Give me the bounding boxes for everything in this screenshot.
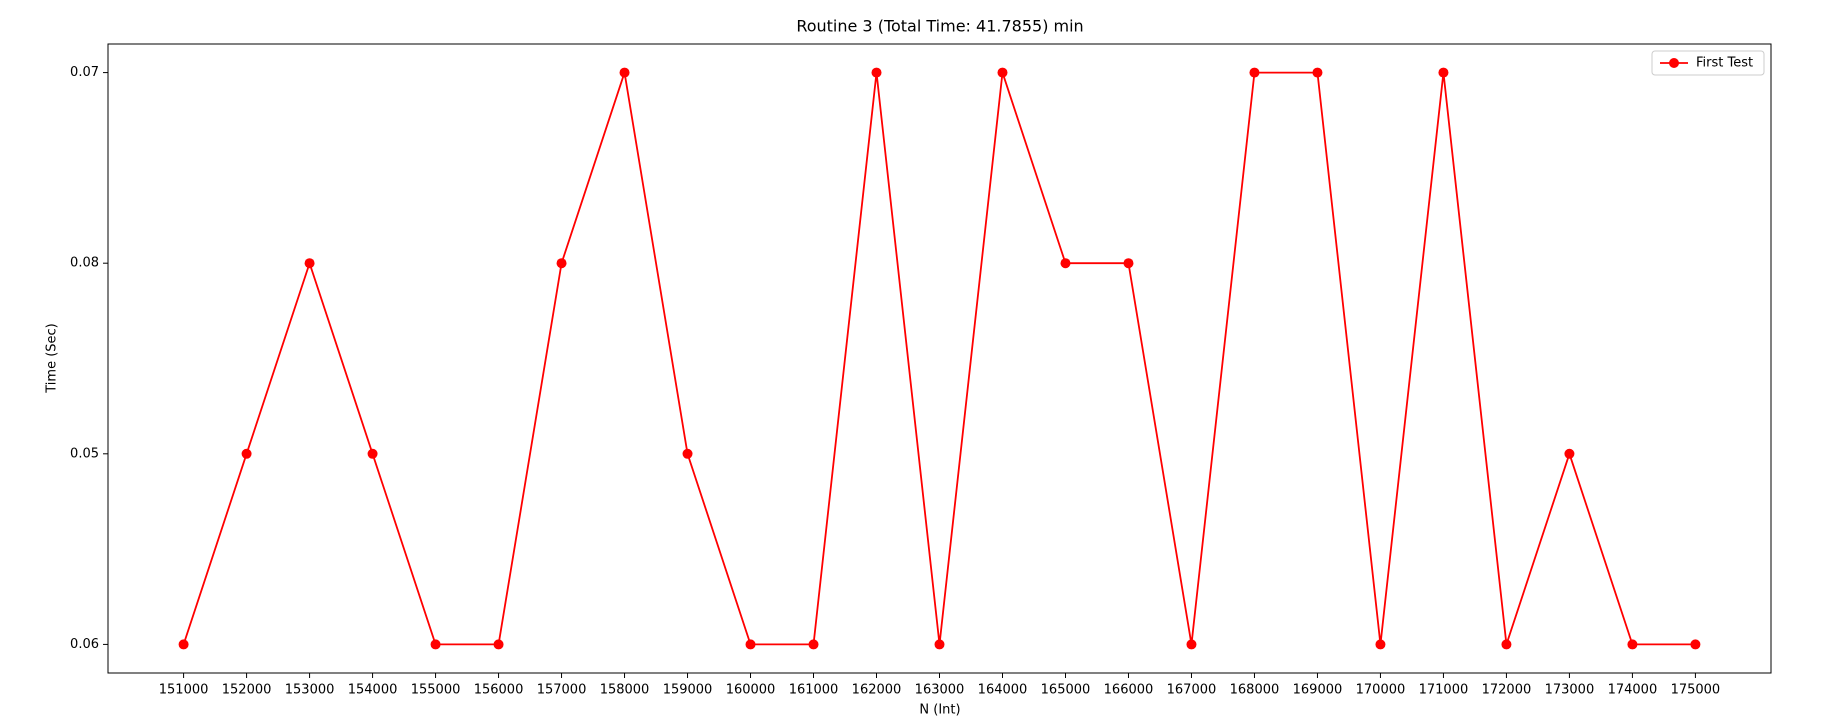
- data-point: [1627, 639, 1638, 650]
- y-axis-label: Time (Sec): [45, 323, 60, 394]
- x-tick-label: 158000: [600, 683, 650, 698]
- legend-label: First Test: [1696, 56, 1753, 71]
- y-tick-label: 0.06: [70, 637, 99, 652]
- x-tick-label: 168000: [1230, 683, 1280, 698]
- x-tick-label: 169000: [1293, 683, 1343, 698]
- x-tick-label: 163000: [915, 683, 965, 698]
- data-point: [241, 448, 252, 459]
- legend-box: [1651, 50, 1765, 76]
- data-point: [1564, 448, 1575, 459]
- x-tick-label: 165000: [1041, 683, 1091, 698]
- x-tick-label: 175000: [1671, 683, 1721, 698]
- x-tick-label: 167000: [1167, 683, 1217, 698]
- x-tick-label: 164000: [978, 683, 1028, 698]
- x-tick-label: 159000: [663, 683, 713, 698]
- data-point: [1249, 67, 1260, 78]
- y-tick-label: 0.07: [70, 65, 99, 80]
- data-point: [493, 639, 504, 650]
- x-tick-label: 170000: [1356, 683, 1406, 698]
- x-tick-label: 154000: [348, 683, 398, 698]
- data-point: [304, 258, 315, 269]
- data-point: [1690, 639, 1701, 650]
- data-point: [745, 639, 756, 650]
- x-tick-label: 161000: [789, 683, 839, 698]
- plot-frame: [107, 43, 1772, 674]
- data-point: [1123, 258, 1134, 269]
- data-point: [1375, 639, 1386, 650]
- data-point: [556, 258, 567, 269]
- data-point: [1312, 67, 1323, 78]
- series-line: [182, 71, 1696, 646]
- data-point: [808, 639, 819, 650]
- data-point: [1501, 639, 1512, 650]
- x-tick-label: 153000: [285, 683, 335, 698]
- legend-marker: [1669, 58, 1679, 68]
- x-tick-label: 160000: [726, 683, 776, 698]
- data-point: [178, 639, 189, 650]
- data-point: [1186, 639, 1197, 650]
- data-point: [1438, 67, 1449, 78]
- x-tick-label: 166000: [1104, 683, 1154, 698]
- data-point: [367, 448, 378, 459]
- x-tick-label: 157000: [537, 683, 587, 698]
- x-tick-label: 151000: [159, 683, 209, 698]
- x-tick-label: 162000: [852, 683, 902, 698]
- y-tick-label: 0.08: [70, 256, 99, 271]
- x-tick-label: 173000: [1545, 683, 1595, 698]
- data-point: [871, 67, 882, 78]
- data-point: [934, 639, 945, 650]
- data-point: [619, 67, 630, 78]
- chart-title: Routine 3 (Total Time: 41.7855) min: [796, 17, 1083, 36]
- x-tick-label: 174000: [1608, 683, 1658, 698]
- x-tick-label: 171000: [1419, 683, 1469, 698]
- data-point: [1060, 258, 1071, 269]
- data-point: [430, 639, 441, 650]
- x-axis-label: N (Int): [919, 703, 960, 718]
- x-tick-label: 156000: [474, 683, 524, 698]
- x-tick-label: 155000: [411, 683, 461, 698]
- y-tick-label: 0.05: [70, 446, 99, 461]
- x-tick-label: 152000: [222, 683, 272, 698]
- data-point: [682, 448, 693, 459]
- data-point: [997, 67, 1008, 78]
- x-tick-label: 172000: [1482, 683, 1532, 698]
